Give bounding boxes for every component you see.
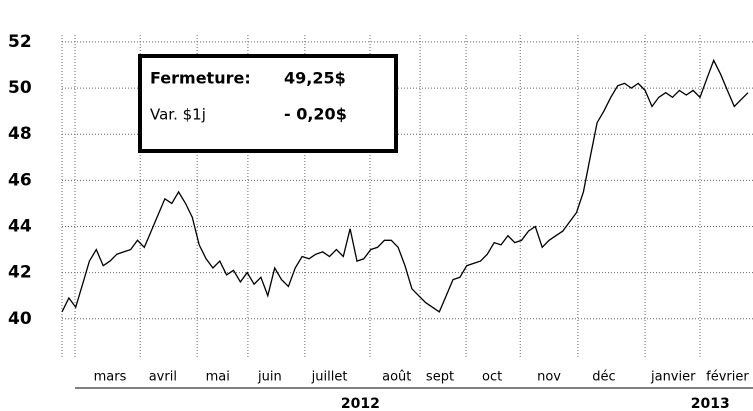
y-tick-label: 50 xyxy=(8,78,32,98)
x-tick-label: oct xyxy=(482,370,502,385)
x-tick-label: juillet xyxy=(311,370,348,385)
x-tick-label: sept xyxy=(426,370,454,385)
price-line xyxy=(61,58,749,313)
x-tick-label: juin xyxy=(257,370,282,385)
y-tick-label: 48 xyxy=(8,124,32,144)
x-tick-label: déc xyxy=(592,370,615,385)
y-tick-label: 42 xyxy=(8,263,32,283)
y-tick-label: 52 xyxy=(8,32,32,52)
info-label: Fermeture: xyxy=(150,69,251,88)
x-tick-label: mai xyxy=(206,370,230,385)
x-tick-label: janvier xyxy=(650,370,696,385)
x-tick-label: mars xyxy=(94,370,127,385)
x-tick-label: février xyxy=(706,370,749,385)
y-tick-label: 44 xyxy=(8,216,32,236)
info-box xyxy=(138,54,398,153)
y-tick-label: 40 xyxy=(8,309,32,329)
x-tick-label: nov xyxy=(537,370,561,385)
year-label: 2012 xyxy=(341,396,380,411)
x-tick-label: août xyxy=(382,370,411,385)
x-tick-label: avril xyxy=(149,370,177,385)
info-value: 49,25$ xyxy=(284,69,346,88)
info-value: - 0,20$ xyxy=(284,105,347,124)
info-label: Var. $1j xyxy=(150,106,206,124)
y-tick-label: 46 xyxy=(8,170,32,190)
year-label: 2013 xyxy=(691,396,730,411)
